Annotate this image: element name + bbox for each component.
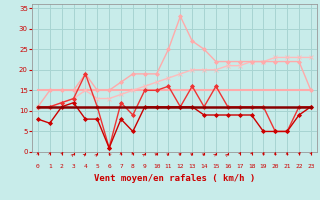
X-axis label: Vent moyen/en rafales ( km/h ): Vent moyen/en rafales ( km/h ) bbox=[94, 174, 255, 183]
